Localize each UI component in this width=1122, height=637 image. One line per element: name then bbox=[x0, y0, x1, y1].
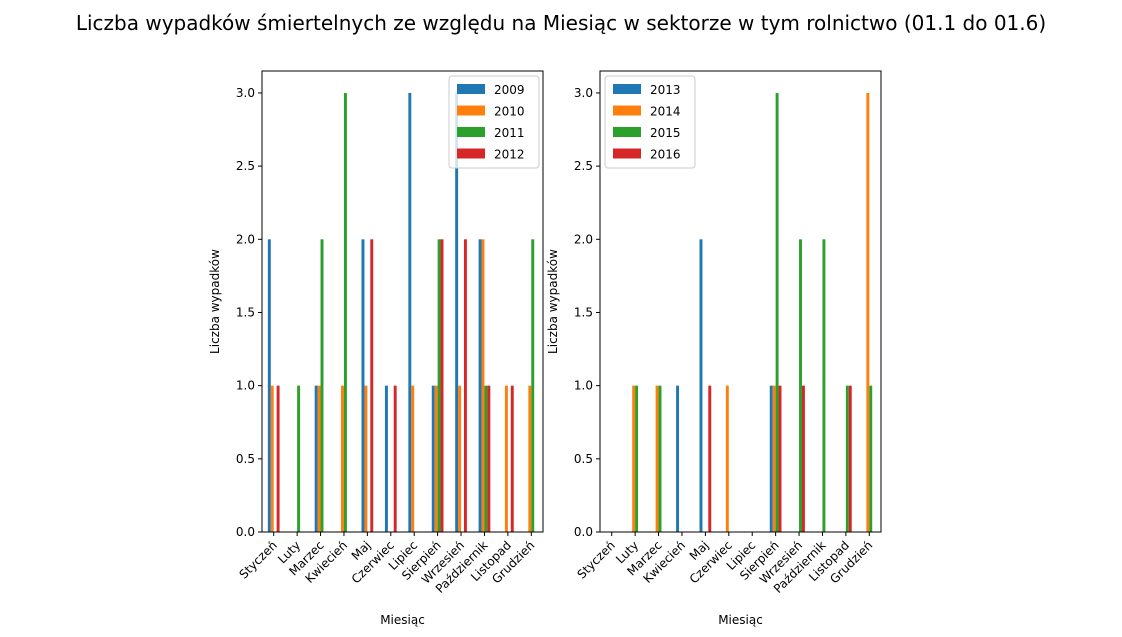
bar-2013-Kwiecień bbox=[676, 385, 680, 532]
chart-panel-1: 0.00.51.01.52.02.53.0StyczeńLutyMarzecKw… bbox=[208, 70, 544, 627]
bar-2012-Maj bbox=[370, 239, 374, 533]
bar-2010-Listopad bbox=[504, 385, 508, 532]
bar-2010-Wrzesień bbox=[458, 385, 462, 532]
bar-2009-Styczeń bbox=[267, 239, 271, 533]
legend-entry-2016: 2016 bbox=[650, 148, 681, 162]
bar-2014-Czerwiec bbox=[725, 385, 729, 532]
bar-2012-Styczeń bbox=[276, 385, 280, 532]
bar-2014-Marzec bbox=[655, 385, 659, 532]
legend-entry-2014: 2014 bbox=[650, 105, 681, 119]
bar-2015-Luty bbox=[635, 385, 639, 532]
y-tick-label: 0.5 bbox=[236, 452, 255, 466]
bar-2011-Kwiecień bbox=[343, 92, 347, 532]
bar-2011-Sierpień bbox=[437, 239, 441, 533]
y-tick-label: 2.0 bbox=[236, 232, 255, 246]
bar-2015-Sierpień bbox=[775, 92, 779, 532]
legend-swatch-2009 bbox=[457, 84, 485, 94]
bar-2011-Luty bbox=[297, 385, 301, 532]
legend-entry-2009: 2009 bbox=[494, 83, 525, 97]
bar-2009-Maj bbox=[361, 239, 365, 533]
bar-2009-Październik bbox=[478, 239, 482, 533]
y-tick-label: 1.0 bbox=[236, 379, 255, 393]
bar-2014-Sierpień bbox=[772, 385, 776, 532]
legend-swatch-2016 bbox=[613, 148, 641, 159]
legend-box bbox=[448, 75, 540, 169]
bar-2009-Czerwiec bbox=[384, 385, 388, 532]
chart-panel-2: 0.00.51.01.52.02.53.0StyczeńLutyMarzecKw… bbox=[546, 70, 882, 627]
bar-2016-Listopad bbox=[848, 385, 852, 532]
bar-2016-Sierpień bbox=[778, 385, 782, 532]
bar-2012-Sierpień bbox=[440, 239, 444, 533]
y-axis-label: Liczba wypadków bbox=[208, 249, 222, 354]
y-tick-label: 2.5 bbox=[236, 159, 255, 173]
legend-entry-2013: 2013 bbox=[650, 83, 681, 97]
x-axis-label: Miesiąc bbox=[380, 613, 425, 627]
bar-2015-Wrzesień bbox=[799, 239, 802, 533]
bar-2009-Marzec bbox=[314, 385, 318, 532]
legend-swatch-2015 bbox=[613, 127, 641, 137]
bar-2009-Wrzesień bbox=[455, 92, 459, 532]
legend-swatch-2013 bbox=[613, 84, 641, 94]
bar-2011-Grudzień bbox=[531, 239, 535, 533]
y-tick-label: 3.0 bbox=[236, 86, 255, 100]
bar-2012-Czerwiec bbox=[393, 385, 397, 532]
y-tick-label: 0.0 bbox=[574, 525, 593, 539]
legend-swatch-2011 bbox=[457, 127, 485, 137]
y-tick-label: 1.5 bbox=[236, 305, 255, 319]
axes-frame bbox=[261, 70, 544, 533]
legend-entry-2010: 2010 bbox=[494, 105, 525, 119]
bar-2009-Lipiec bbox=[408, 92, 412, 532]
y-axis-label: Liczba wypadków bbox=[546, 249, 560, 354]
legend: 2013 2014 2015 2016 bbox=[604, 75, 696, 169]
bar-2010-Styczeń bbox=[270, 385, 274, 532]
bar-2015-Marzec bbox=[658, 385, 662, 532]
bar-2011-Październik bbox=[484, 385, 488, 532]
bar-2014-Grudzień bbox=[866, 92, 870, 532]
axes-frame bbox=[599, 70, 882, 533]
bar-2010-Grudzień bbox=[528, 385, 532, 532]
legend: 2009 2010 2011 2012 bbox=[448, 75, 540, 169]
y-tick-label: 2.0 bbox=[574, 232, 593, 246]
bar-2012-Wrzesień bbox=[463, 239, 467, 533]
legend-swatch-2010 bbox=[457, 105, 485, 116]
legend-box bbox=[604, 75, 696, 169]
bar-2009-Sierpień bbox=[431, 385, 435, 532]
x-tick-label: Styczeń bbox=[574, 538, 617, 581]
y-tick-label: 0.0 bbox=[236, 525, 255, 539]
bar-2015-Grudzień bbox=[869, 385, 873, 532]
bar-2011-Marzec bbox=[320, 239, 324, 533]
bar-2013-Sierpień bbox=[769, 385, 773, 532]
bar-2015-Listopad bbox=[845, 385, 849, 532]
x-tick-label: Styczeń bbox=[236, 538, 279, 581]
bar-2014-Luty bbox=[632, 385, 636, 532]
y-tick-label: 1.5 bbox=[574, 305, 593, 319]
figure-title: Liczba wypadków śmiertelnych ze względu … bbox=[76, 11, 1046, 35]
legend-entry-2012: 2012 bbox=[494, 148, 525, 162]
bar-2010-Maj bbox=[364, 385, 368, 532]
y-tick-label: 2.5 bbox=[574, 159, 593, 173]
bar-2010-Sierpień bbox=[434, 385, 438, 532]
bar-2015-Październik bbox=[822, 239, 826, 533]
bar-2010-Kwiecień bbox=[341, 385, 344, 532]
legend-swatch-2012 bbox=[457, 148, 485, 159]
bar-2013-Maj bbox=[699, 239, 703, 533]
y-tick-label: 0.5 bbox=[574, 452, 593, 466]
bar-2012-Październik bbox=[487, 385, 491, 532]
bar-2010-Październik bbox=[481, 239, 485, 533]
y-tick-label: 3.0 bbox=[574, 86, 593, 100]
legend-swatch-2014 bbox=[613, 105, 641, 116]
bar-2016-Maj bbox=[708, 385, 712, 532]
bar-2010-Marzec bbox=[317, 385, 321, 532]
legend-entry-2011: 2011 bbox=[494, 126, 525, 140]
y-tick-label: 1.0 bbox=[574, 379, 593, 393]
x-axis-label: Miesiąc bbox=[718, 613, 763, 627]
bar-2016-Wrzesień bbox=[801, 385, 805, 532]
legend-entry-2015: 2015 bbox=[650, 126, 681, 140]
bar-2012-Listopad bbox=[510, 385, 514, 532]
bar-2010-Lipiec bbox=[411, 385, 415, 532]
